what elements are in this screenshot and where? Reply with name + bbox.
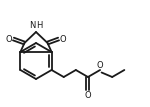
Text: O: O — [60, 34, 66, 44]
Text: O: O — [97, 60, 103, 70]
Text: N: N — [29, 21, 35, 30]
Text: O: O — [6, 34, 12, 44]
Text: H: H — [36, 21, 43, 30]
Text: O: O — [85, 91, 91, 100]
